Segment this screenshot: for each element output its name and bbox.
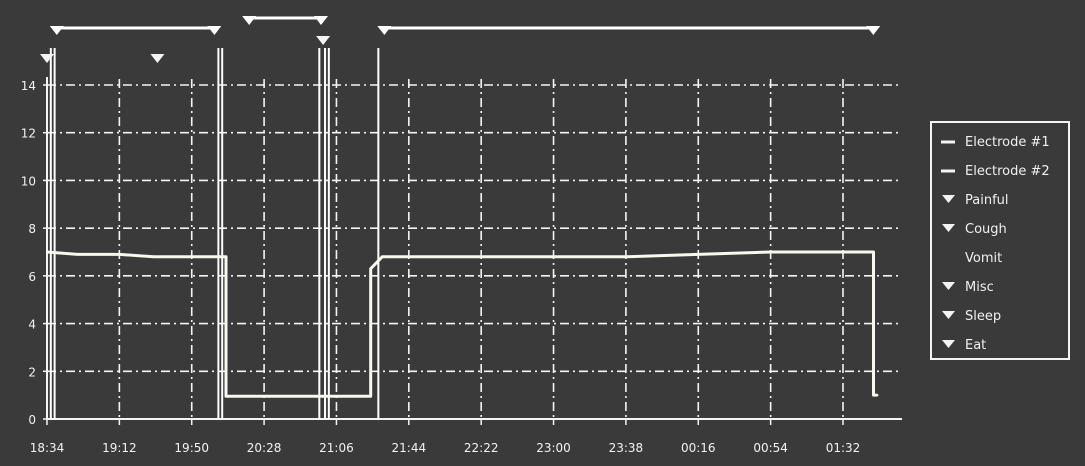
x-tick-label: 19:12 bbox=[102, 441, 137, 455]
data-point bbox=[769, 251, 771, 253]
x-tick-label: 20:28 bbox=[247, 441, 282, 455]
data-point bbox=[191, 256, 193, 258]
y-tick-label: 6 bbox=[28, 270, 36, 284]
x-tick-label: 21:44 bbox=[392, 441, 427, 455]
data-point bbox=[842, 251, 844, 253]
x-tick-label: 18:34 bbox=[30, 441, 65, 455]
legend-label: Misc bbox=[965, 280, 994, 295]
data-point bbox=[381, 256, 383, 258]
x-tick-label: 23:38 bbox=[609, 441, 644, 455]
data-point bbox=[370, 268, 372, 270]
data-point bbox=[552, 256, 554, 258]
y-tick-label: 4 bbox=[28, 318, 36, 332]
data-point bbox=[335, 395, 337, 397]
data-point bbox=[408, 256, 410, 258]
y-tick-label: 0 bbox=[28, 413, 36, 427]
data-point bbox=[152, 256, 154, 258]
data-point bbox=[876, 394, 878, 396]
y-tick-label: 2 bbox=[28, 365, 36, 379]
x-tick-label: 23:00 bbox=[536, 441, 571, 455]
data-point bbox=[370, 395, 372, 397]
legend-label: Eat bbox=[965, 338, 986, 353]
data-point bbox=[263, 395, 265, 397]
x-tick-label: 00:16 bbox=[681, 441, 716, 455]
legend: Electrode #1 Electrode #2 Painful Cough Vomi… bbox=[931, 122, 1069, 359]
data-point bbox=[76, 253, 78, 255]
x-tick-label: 21:06 bbox=[319, 441, 354, 455]
data-point bbox=[118, 253, 120, 255]
data-point bbox=[480, 256, 482, 258]
x-tick-label: 19:50 bbox=[174, 441, 209, 455]
legend-label: Electrode #1 bbox=[965, 135, 1050, 150]
x-tick-label: 01:32 bbox=[826, 441, 861, 455]
data-point bbox=[46, 251, 48, 253]
data-point bbox=[225, 256, 227, 258]
y-tick-label: 12 bbox=[21, 127, 36, 141]
legend-label: Painful bbox=[965, 193, 1009, 208]
y-tick-label: 14 bbox=[21, 79, 36, 93]
x-tick-label: 00:54 bbox=[753, 441, 788, 455]
data-point bbox=[625, 256, 627, 258]
legend-label: Electrode #2 bbox=[965, 164, 1050, 179]
legend-label: Cough bbox=[965, 222, 1007, 237]
data-point bbox=[697, 253, 699, 255]
legend-label: Vomit bbox=[965, 251, 1002, 266]
data-point bbox=[225, 395, 227, 397]
legend-label: Sleep bbox=[965, 309, 1001, 324]
y-tick-label: 10 bbox=[21, 174, 36, 188]
data-point bbox=[872, 394, 874, 396]
data-point bbox=[872, 251, 874, 253]
x-tick-label: 22:22 bbox=[464, 441, 499, 455]
y-tick-label: 8 bbox=[28, 222, 36, 236]
